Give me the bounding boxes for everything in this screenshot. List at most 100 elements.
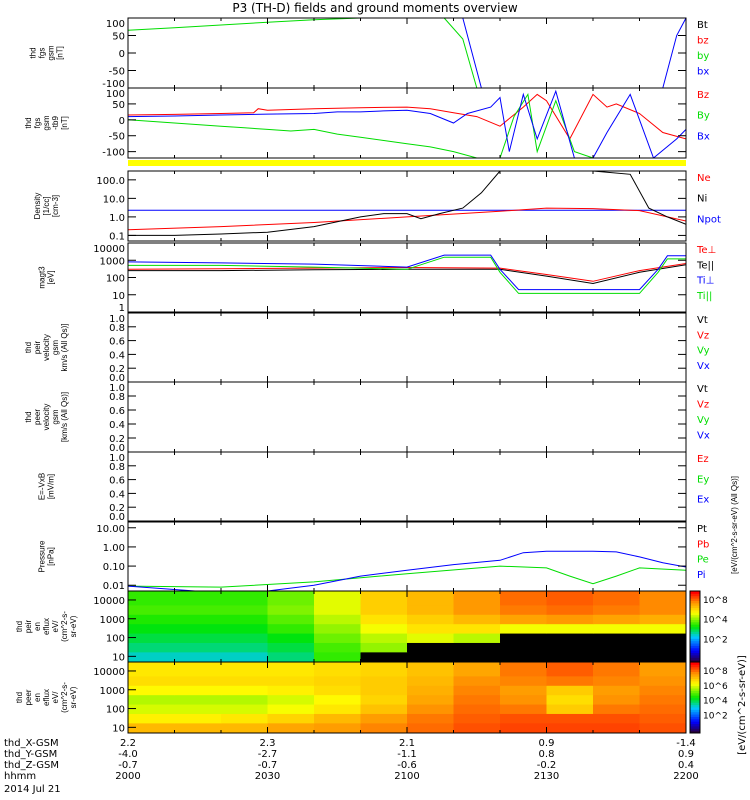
spectrogram-cell xyxy=(546,614,594,625)
panel-frame-1 xyxy=(127,87,687,159)
y-axis-label-line: thd xyxy=(24,117,33,128)
y-tick-label: 10.00 xyxy=(96,524,125,535)
legend-Bt: Bt xyxy=(697,20,708,31)
spectrogram-cell xyxy=(314,633,361,643)
spectrogram-cell xyxy=(546,633,594,643)
y-axis-label-line: [km/s (All Qs)] xyxy=(60,392,69,442)
y-axis-label-line: peer xyxy=(33,409,42,425)
spectrogram-cell xyxy=(593,604,640,615)
legend-Pb: Pb xyxy=(697,539,709,550)
spectrogram-cell xyxy=(407,713,454,724)
spectrogram-cell xyxy=(174,713,222,724)
spectrogram-cell xyxy=(546,662,594,677)
colorbar-tick-label: 10^8 xyxy=(703,667,728,677)
colorbar-cell xyxy=(690,697,700,701)
spectrogram-cell xyxy=(453,651,501,663)
y-axis-label-line: (cm^2-s- xyxy=(60,611,69,642)
legend-bz: bz xyxy=(697,36,709,47)
spectrogram-cell xyxy=(453,694,501,705)
spectrogram-cell xyxy=(453,591,501,606)
spectrogram-cell xyxy=(546,713,594,724)
spectrogram-cell xyxy=(453,662,501,677)
y-tick-label: 1000 xyxy=(100,256,125,267)
spectrogram-cell xyxy=(546,591,594,606)
colorbar-cell xyxy=(690,607,700,611)
spectrogram-cell xyxy=(360,675,408,686)
colorbar-cell xyxy=(690,654,700,658)
spectrogram-cell xyxy=(128,623,175,634)
y-tick-label: 10000 xyxy=(93,596,125,607)
spectrogram-cell xyxy=(407,694,454,705)
spectrogram-cell xyxy=(267,662,315,677)
spectrogram-cell xyxy=(267,704,315,714)
spectrogram-cell xyxy=(593,633,640,643)
series-line-Till xyxy=(128,256,686,294)
y-tick-label: 0.8 xyxy=(109,392,125,403)
y-axis-label-line: [cm-3] xyxy=(51,195,60,217)
series-line-By xyxy=(128,93,686,158)
spectrogram-cell xyxy=(174,694,222,705)
colorbar-tick-label: 10^2 xyxy=(703,635,728,645)
spectrogram-ylabel: thd peer en eflux eV/(cm^2-s-sr-eV) xyxy=(15,682,78,713)
colorbar-cell xyxy=(690,598,700,601)
colorbar xyxy=(690,662,700,734)
colorbar-cell xyxy=(690,626,700,630)
y-tick-label: 0.2 xyxy=(109,364,125,375)
spectrogram-cell xyxy=(453,713,501,724)
y-tick-label: 1.0 xyxy=(109,453,125,464)
y-tick-label: 0.10 xyxy=(103,562,125,573)
spectrogram-cell xyxy=(546,694,594,705)
spectrogram-cell xyxy=(267,713,315,724)
spectrogram-cell xyxy=(639,685,687,696)
spectrogram-cell xyxy=(546,604,594,615)
x-row-label: thd_X-GSM xyxy=(4,738,59,749)
spectrogram-cell xyxy=(407,685,454,696)
spectrogram-cell xyxy=(174,591,222,606)
colorbar-cell xyxy=(690,671,700,675)
spectrogram-cell xyxy=(128,614,175,625)
spectrogram-cell xyxy=(267,642,315,653)
spectrogram-cell xyxy=(593,662,640,677)
spectrogram-cell xyxy=(314,623,361,634)
spectrogram-cell xyxy=(174,722,222,734)
colorbar-cell xyxy=(690,669,700,672)
spectrogram-cell xyxy=(593,675,640,686)
spectrogram-cell xyxy=(453,722,501,734)
y-axis-label-line: Pressure xyxy=(38,540,47,573)
y-axis-label-line: thd xyxy=(24,342,33,353)
spectrogram-cell xyxy=(314,662,361,677)
y-tick-label: 100 xyxy=(106,274,125,285)
colorbar-cell xyxy=(690,725,700,729)
y-axis-label-line: Density xyxy=(33,193,42,220)
spectrogram-cell xyxy=(221,704,268,714)
y-tick-label: 1.00 xyxy=(103,543,125,554)
spectrogram-ylabel: thd peir en eflux eV/(cm^2-s-sr-eV) xyxy=(15,611,78,642)
spectrogram-cell xyxy=(407,662,454,677)
y-tick-label: 100 xyxy=(106,705,125,716)
spectrogram-cell xyxy=(174,614,222,625)
y-tick-label: 0.0 xyxy=(109,443,125,454)
panel-ylabel: thd fgs gsm -tb9 [nT] xyxy=(24,115,69,130)
y-axis-label-line: peir xyxy=(24,619,33,633)
series-line-Ni xyxy=(128,171,686,236)
y-tick-label: 0.01 xyxy=(103,581,125,592)
legend-Pe: Pe xyxy=(697,555,709,566)
spectrogram-cell xyxy=(128,604,175,615)
colorbar-tick-label: 10^6 xyxy=(703,682,728,692)
y-tick-label: 0.6 xyxy=(109,476,125,487)
legend-Vz: Vz xyxy=(697,330,709,341)
y-axis-label-line: [mV/m] xyxy=(47,474,56,499)
spectrogram-cell xyxy=(407,633,454,643)
spectrogram-cell xyxy=(314,704,361,714)
spectrogram-cell xyxy=(593,614,640,625)
spectrogram-cell xyxy=(360,685,408,696)
spectrogram-cell xyxy=(453,614,501,625)
legend-Ey: Ey xyxy=(697,474,709,485)
x-tick-label: -2.7 xyxy=(258,749,278,760)
spectrogram-cell xyxy=(546,704,594,714)
colorbar-cell xyxy=(690,685,700,689)
spectrogram-cell xyxy=(267,694,315,705)
legend-Vx: Vx xyxy=(697,361,710,372)
series-line-Tiperp xyxy=(128,254,686,291)
